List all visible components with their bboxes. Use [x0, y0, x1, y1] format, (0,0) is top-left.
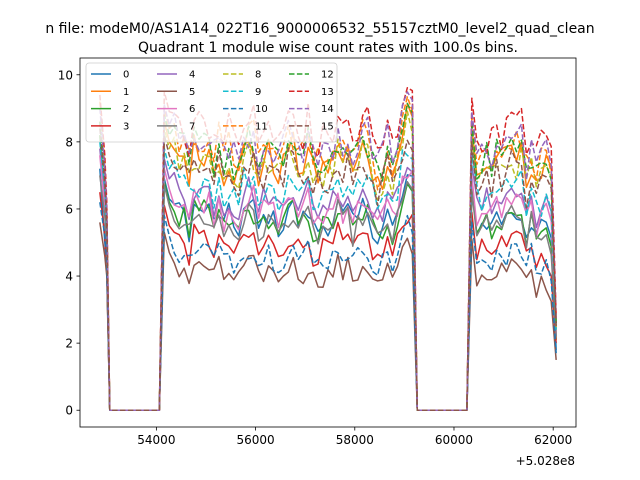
y-tick-label: 0 — [65, 404, 73, 418]
legend-label-11: 11 — [255, 121, 268, 132]
legend-box — [85, 62, 338, 143]
x-tick-label: 62000 — [534, 433, 572, 447]
legend-label-4: 4 — [189, 70, 195, 81]
series-line-15 — [99, 128, 557, 411]
series-line-5 — [99, 222, 557, 411]
series-line-11 — [99, 96, 557, 411]
series-line-3 — [99, 192, 557, 411]
x-tick-label: 56000 — [236, 433, 274, 447]
legend-label-15: 15 — [321, 121, 334, 132]
legend-label-3: 3 — [123, 121, 129, 132]
y-tick-label: 4 — [65, 270, 73, 284]
x-tick-label: 54000 — [137, 433, 175, 447]
legend-label-8: 8 — [255, 70, 261, 81]
x-offset-label: +5.028e8 — [516, 454, 575, 468]
legend-label-14: 14 — [321, 104, 334, 115]
x-tick-label: 58000 — [336, 433, 374, 447]
legend-label-10: 10 — [255, 104, 268, 115]
legend-label-7: 7 — [189, 121, 195, 132]
legend-label-2: 2 — [123, 104, 129, 115]
legend-label-6: 6 — [189, 104, 195, 115]
series-line-6 — [99, 155, 557, 411]
y-tick-label: 10 — [58, 68, 73, 82]
series-line-14 — [99, 91, 557, 411]
legend-label-5: 5 — [189, 87, 195, 98]
series-line-4 — [99, 148, 557, 411]
axes-frame — [79, 57, 577, 428]
y-tick-label: 6 — [65, 202, 73, 216]
series-line-0 — [99, 168, 557, 411]
series-line-8 — [99, 110, 557, 411]
chart-title: Quadrant 1 module wise count rates with … — [138, 40, 518, 56]
x-tick-label: 60000 — [435, 433, 473, 447]
legend-label-9: 9 — [255, 87, 261, 98]
legend-label-13: 13 — [321, 87, 334, 98]
legend-label-12: 12 — [321, 70, 334, 81]
legend-label-0: 0 — [123, 70, 129, 81]
y-tick-label: 2 — [65, 337, 73, 351]
chart-suptitle: n file: modeM0/AS1A14_022T16_9000006532_… — [45, 21, 594, 37]
series-line-10 — [99, 202, 557, 411]
y-tick-label: 8 — [65, 135, 73, 149]
legend-label-1: 1 — [123, 87, 129, 98]
series-line-7 — [99, 175, 557, 411]
